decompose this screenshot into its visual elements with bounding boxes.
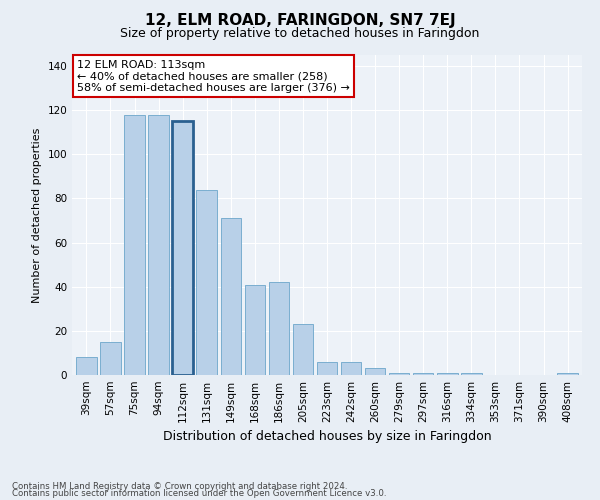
Text: 12 ELM ROAD: 113sqm
← 40% of detached houses are smaller (258)
58% of semi-detac: 12 ELM ROAD: 113sqm ← 40% of detached ho…	[77, 60, 350, 93]
X-axis label: Distribution of detached houses by size in Faringdon: Distribution of detached houses by size …	[163, 430, 491, 444]
Bar	[269, 282, 289, 375]
Text: Contains public sector information licensed under the Open Government Licence v3: Contains public sector information licen…	[12, 490, 386, 498]
Text: Size of property relative to detached houses in Faringdon: Size of property relative to detached ho…	[121, 28, 479, 40]
Bar	[317, 362, 337, 375]
Bar	[461, 373, 482, 375]
Bar	[341, 362, 361, 375]
Bar	[245, 284, 265, 375]
Bar	[293, 324, 313, 375]
Text: Contains HM Land Registry data © Crown copyright and database right 2024.: Contains HM Land Registry data © Crown c…	[12, 482, 347, 491]
Bar	[172, 121, 193, 375]
Bar	[100, 342, 121, 375]
Bar	[76, 358, 97, 375]
Bar	[221, 218, 241, 375]
Bar	[196, 190, 217, 375]
Bar	[557, 373, 578, 375]
Bar	[124, 114, 145, 375]
Y-axis label: Number of detached properties: Number of detached properties	[32, 128, 42, 302]
Bar	[389, 373, 409, 375]
Bar	[413, 373, 433, 375]
Bar	[365, 368, 385, 375]
Text: 12, ELM ROAD, FARINGDON, SN7 7EJ: 12, ELM ROAD, FARINGDON, SN7 7EJ	[145, 12, 455, 28]
Bar	[148, 114, 169, 375]
Bar	[437, 373, 458, 375]
